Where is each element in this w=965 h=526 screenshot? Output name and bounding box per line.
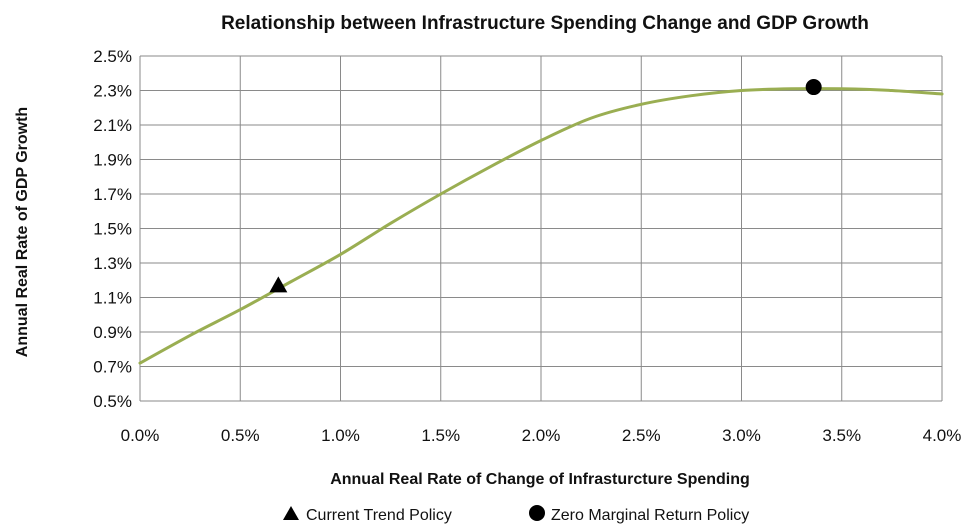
legend: Current Trend Policy Zero Marginal Retur… [283,505,749,524]
y-tick-label: 0.9% [93,323,132,342]
y-axis-label: Annual Real Rate of GDP Growth [14,107,31,357]
x-tick-label: 2.0% [522,426,561,445]
x-tick-label: 2.5% [622,426,661,445]
y-tick-label: 0.7% [93,358,132,377]
y-tick-labels: 2.5% 2.3% 2.1% 1.9% 1.7% 1.5% 1.3% 1.1% 0.9% 0.7%… [93,47,132,411]
chart-title: Relationship between Infrastructure Spen… [221,13,869,34]
x-tick-labels: 0.0% 0.5% 1.0% 1.5% 2.0% 2.5% 3.0% 3.5% 4.0% [121,426,962,445]
x-tick-label: 0.0% [121,426,160,445]
y-tick-label: 1.1% [93,289,132,308]
legend-triangle-icon [283,506,299,520]
marker-group [269,79,822,293]
y-tick-label: 1.7% [93,185,132,204]
marker-zero-marginal-return-policy [805,79,822,96]
y-tick-label: 2.5% [93,47,132,66]
y-tick-label: 1.9% [93,151,132,170]
x-tick-label: 0.5% [221,426,260,445]
y-tick-label: 0.5% [93,392,132,411]
x-tick-label: 4.0% [923,426,962,445]
y-tick-label: 1.3% [93,254,132,273]
y-tick-label: 1.5% [93,220,132,239]
legend-circle-icon [529,505,545,521]
x-gridlines [139,56,943,401]
legend-item-current-trend: Current Trend Policy [306,507,452,524]
y-tick-label: 2.1% [93,116,132,135]
legend-item-zero-marginal: Zero Marginal Return Policy [551,507,749,524]
x-axis-label: Annual Real Rate of Change of Infrasturc… [330,471,750,488]
x-tick-label: 1.0% [321,426,360,445]
x-tick-label: 3.5% [822,426,861,445]
x-tick-label: 3.0% [722,426,761,445]
marker-current-trend-policy [269,276,288,293]
y-tick-label: 2.3% [93,82,132,101]
x-tick-label: 1.5% [421,426,460,445]
